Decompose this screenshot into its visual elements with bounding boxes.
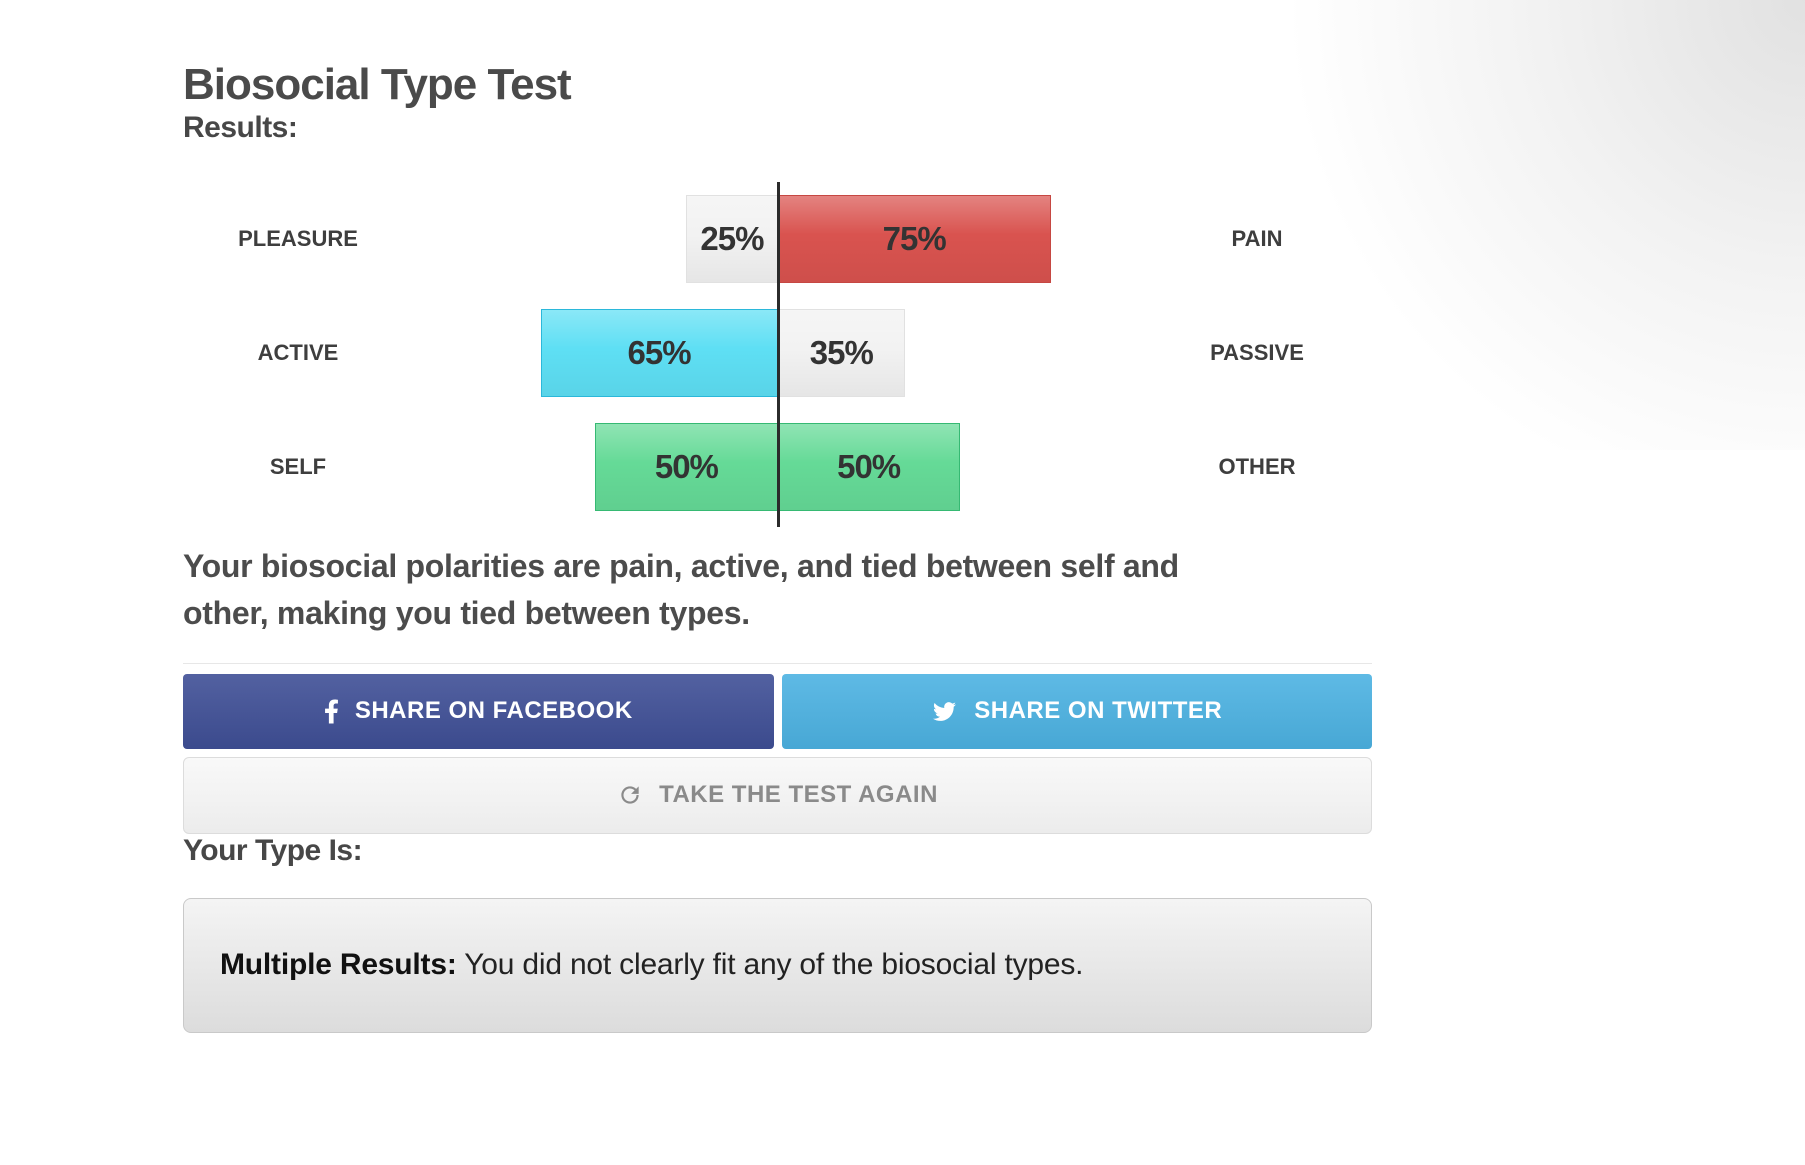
right-pole-label: OTHER (1218, 453, 1296, 479)
biosocial-results-chart: PLEASURE 25% 75% PAIN ACTIVE 65% 35% (183, 181, 1372, 527)
bar-area: 65% 35% (413, 308, 1142, 397)
chart-row-self-other: SELF 50% 50% OTHER (183, 422, 1372, 511)
self-bar: 50% (595, 422, 778, 511)
divider (183, 662, 1372, 664)
facebook-icon (324, 698, 339, 725)
left-pole-label: ACTIVE (257, 339, 339, 365)
share-facebook-button[interactable]: SHARE ON FACEBOOK (183, 673, 774, 749)
pleasure-bar: 25% (686, 194, 778, 283)
page-title: Biosocial Type Test (183, 60, 572, 109)
refresh-icon (617, 782, 643, 808)
right-pole-label: PASSIVE (1210, 339, 1304, 365)
results-heading: Results: (183, 110, 298, 144)
active-bar: 65% (540, 308, 778, 397)
other-bar: 50% (777, 422, 960, 511)
pain-bar: 75% (777, 194, 1051, 283)
left-pole-label: SELF (269, 453, 327, 479)
polarity-summary: Your biosocial polarities are pain, acti… (183, 547, 1179, 631)
bar-area: 50% 50% (413, 422, 1142, 511)
type-result-box: Multiple Results: You did not clearly fi… (183, 897, 1372, 1033)
share-facebook-label: SHARE ON FACEBOOK (354, 697, 633, 725)
passive-bar: 35% (777, 308, 906, 397)
type-result-description: You did not clearly fit any of the bioso… (456, 948, 1084, 982)
twitter-icon (931, 700, 958, 723)
chart-row-active-passive: ACTIVE 65% 35% PASSIVE (183, 308, 1372, 397)
left-pole-label: PLEASURE (238, 225, 358, 251)
type-result-text: Multiple Results: You did not clearly fi… (220, 948, 1083, 982)
results-page: Biosocial Type Test Results: PLEASURE 25… (183, 60, 1372, 1033)
share-button-row: SHARE ON FACEBOOK SHARE ON TWITTER (183, 673, 1372, 749)
take-test-again-button[interactable]: TAKE THE TEST AGAIN (183, 756, 1372, 834)
share-twitter-label: SHARE ON TWITTER (974, 697, 1223, 725)
share-twitter-button[interactable]: SHARE ON TWITTER (781, 673, 1372, 749)
take-test-again-label: TAKE THE TEST AGAIN (659, 781, 938, 809)
chart-center-axis (776, 181, 780, 527)
right-pole-label: PAIN (1231, 225, 1283, 251)
your-type-heading: Your Type Is: (183, 833, 363, 867)
type-result-label: Multiple Results: (220, 948, 457, 982)
